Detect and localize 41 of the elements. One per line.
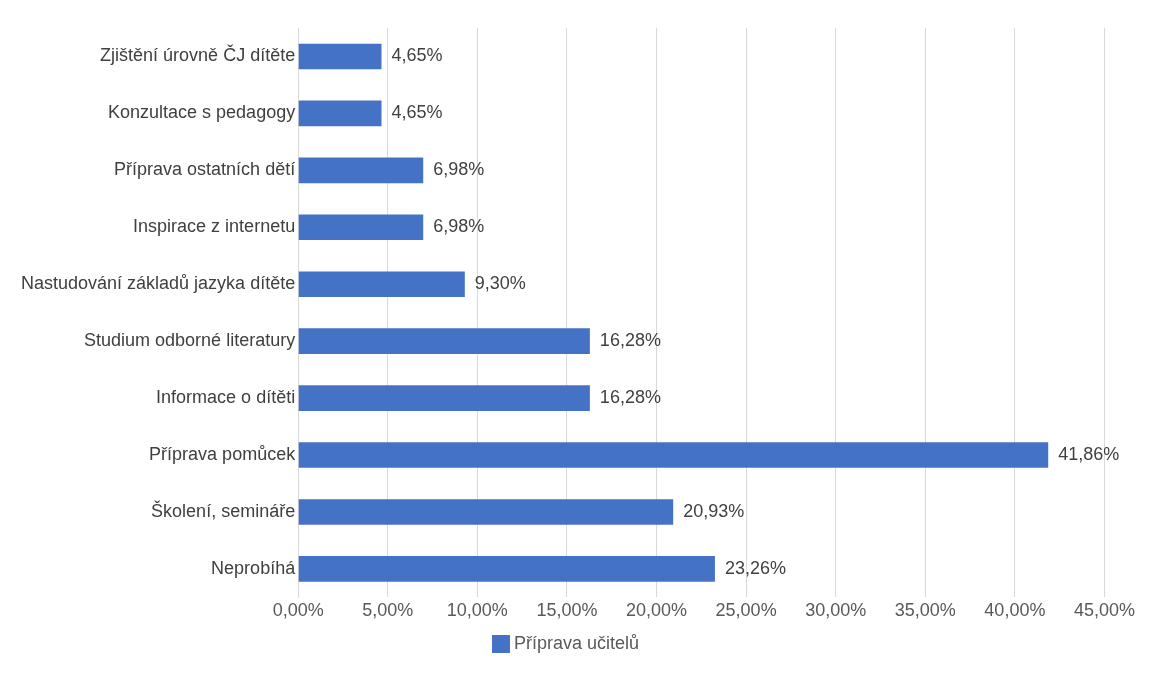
bar [298,385,590,411]
y-tick-label: Školení, semináře [151,499,296,521]
bar [298,499,674,525]
x-tick-label: 45,00% [1073,600,1136,621]
data-label: 6,98% [433,159,485,180]
y-tick-label: Inspirace z internetu [133,216,296,237]
bar [298,157,424,184]
x-tick-label: 20,00% [625,600,688,621]
y-tick-label: Příprava pomůcek [149,444,297,465]
data-label: 9,30% [474,273,526,294]
x-tick-label: 15,00% [536,600,598,621]
y-tick-label: Zjištění úrovně ČJ dítěte [100,44,296,66]
y-tick-label: Informace o dítěti [156,387,296,408]
bar [298,442,1049,468]
bar [298,271,465,298]
x-tick-label: 25,00% [715,600,777,621]
data-label: 41,86% [1058,444,1120,465]
y-tick-label: Studium odborné literatury [84,330,296,351]
y-tick-label: Příprava ostatních dětí [114,159,296,180]
bar [298,328,590,354]
x-tick-label: 10,00% [446,600,508,621]
x-tick-label: 0,00% [272,600,324,621]
bar [298,100,382,127]
y-tick-label: Konzultace s pedagogy [108,102,296,123]
legend-label: Příprava učitelů [513,632,640,653]
y-tick-label: Nastudování základů jazyka dítěte [20,273,296,294]
bar [298,43,382,70]
data-label: 4,65% [391,45,443,66]
data-label: 20,93% [683,500,745,521]
data-label: 16,28% [599,387,661,408]
data-label: 4,65% [391,102,443,123]
x-tick-label: 5,00% [362,600,414,621]
bar [298,214,424,241]
x-tick-label: 30,00% [805,600,867,621]
bar [298,556,715,582]
y-tick-label: Neprobíhá [211,557,297,578]
x-tick-label: 35,00% [894,600,956,621]
data-label: 16,28% [599,330,661,351]
data-label: 6,98% [433,216,485,237]
data-label: 23,26% [724,557,786,578]
x-tick-label: 40,00% [984,600,1046,621]
